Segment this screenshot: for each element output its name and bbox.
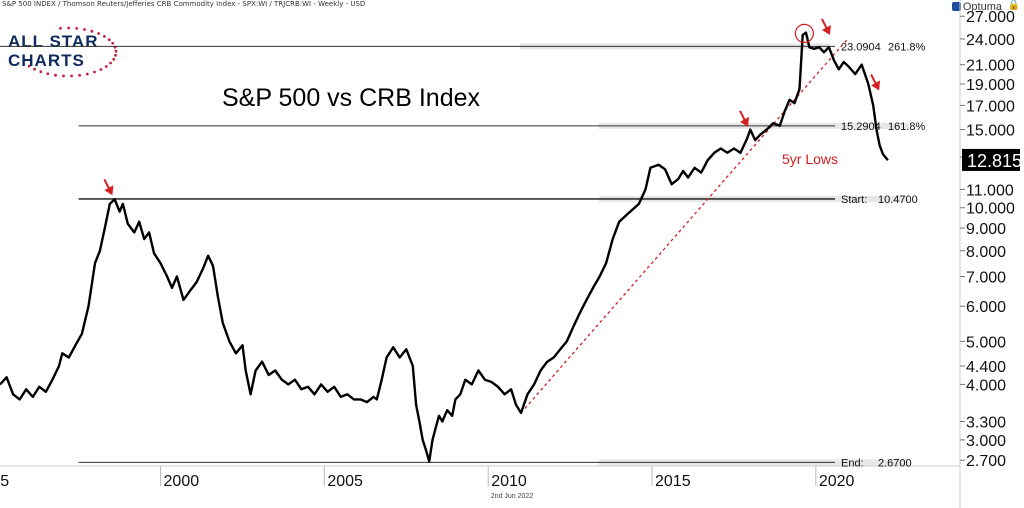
level-label: 23.0904 (841, 41, 881, 53)
x-tick-label: 2015 (655, 473, 691, 490)
logo-star-icon (46, 72, 50, 76)
logo-star-icon (75, 27, 79, 30)
y-tick-label: 6.000 (966, 299, 1006, 316)
arrow-head (821, 24, 831, 35)
logo-star-icon (112, 57, 116, 61)
red-arrow-icon (870, 73, 881, 91)
arrow-head (740, 116, 750, 127)
y-tick-label: 4.000 (966, 377, 1006, 394)
x-tick-label: 5 (0, 473, 9, 490)
red-arrow-icon (821, 18, 831, 35)
logo-star-icon (109, 61, 112, 65)
x-tick-label: 2020 (819, 473, 855, 490)
lock-icon[interactable]: 🔒 (1007, 0, 1020, 11)
logo-star-icon (85, 72, 89, 76)
annotation-label: 5yr Lows (782, 151, 838, 167)
red-arrow-icon (739, 110, 750, 127)
series-line (0, 31, 889, 463)
y-tick-label: 10.000 (966, 201, 1015, 218)
level-pct-label: 261.8% (888, 41, 926, 53)
logo-stars-icon (27, 26, 118, 78)
y-tick-label: 7.000 (966, 270, 1006, 287)
y-tick-label: 8.000 (966, 244, 1006, 261)
logo-star-icon (54, 73, 57, 77)
level-label: 15.2904 (841, 121, 881, 133)
logo-star-icon (62, 74, 65, 78)
chart-header: S&P 500 INDEX / Thomson Reuters/Jefferie… (2, 0, 366, 8)
logo-star-icon (114, 49, 118, 53)
logo-star-icon (33, 67, 36, 71)
last-value-label: 12.815 (967, 151, 1022, 171)
logo-star-icon (111, 41, 115, 45)
logo-star-icon (93, 70, 96, 74)
x-tick-label: 2000 (164, 473, 200, 490)
logo-star-icon (107, 38, 111, 42)
level-label: Start: (841, 194, 867, 206)
logo-star-icon (78, 73, 81, 77)
y-tick-label: 5.000 (966, 334, 1006, 351)
optuma-logo-icon (951, 2, 961, 11)
y-tick-label: 24.000 (966, 32, 1015, 49)
red-arrow-icon (103, 178, 114, 196)
y-tick-label: 3.000 (966, 433, 1006, 450)
date-footer: 2nd Jun 2022 (490, 493, 534, 500)
chart-title: S&P 500 vs CRB Index (222, 84, 481, 112)
y-tick-label: 9.000 (966, 221, 1006, 238)
logo-star-icon (70, 74, 73, 78)
logo-star-icon (39, 70, 43, 74)
logo-star-icon (114, 53, 117, 57)
level-value-label: 2.6700 (878, 457, 912, 469)
logo-star-icon (99, 68, 103, 71)
y-tick-label: 4.400 (966, 359, 1006, 376)
y-tick-label: 11.000 (966, 182, 1014, 199)
x-tick-label: 2010 (491, 473, 527, 490)
logo-star-icon (27, 64, 31, 68)
logo-star-icon (83, 28, 86, 31)
y-tick-label: 27.000 (966, 9, 1015, 26)
optuma-brand-label: Optuma (962, 1, 1002, 13)
arrow-head (871, 80, 881, 91)
y-tick-label: 19.000 (966, 77, 1015, 94)
logo-star-icon (103, 35, 106, 38)
last-value-box (962, 148, 1020, 171)
logo-star-icon (59, 26, 62, 30)
peak-circle (794, 23, 814, 44)
level-label: End: (841, 457, 864, 469)
logo-star-icon (90, 29, 94, 33)
arrow-head (104, 185, 114, 196)
logo-star-icon (104, 65, 108, 68)
y-tick-label: 21.000 (966, 58, 1015, 75)
optuma-brand: Optuma (951, 1, 1002, 13)
logo-line-2: CHARTS (8, 51, 85, 70)
x-tick-label: 2005 (327, 473, 363, 490)
y-tick-label: 3.300 (966, 415, 1006, 432)
y-tick-label: 17.000 (966, 98, 1015, 115)
logo-star-icon (97, 32, 100, 35)
level-pct-label: 161.8% (888, 121, 926, 133)
logo-star-icon (67, 26, 70, 30)
level-value-label: 10.4700 (878, 194, 918, 206)
y-tick-label: 2.700 (966, 453, 1006, 470)
trendline (520, 39, 848, 414)
y-tick-label: 15.000 (966, 123, 1015, 140)
